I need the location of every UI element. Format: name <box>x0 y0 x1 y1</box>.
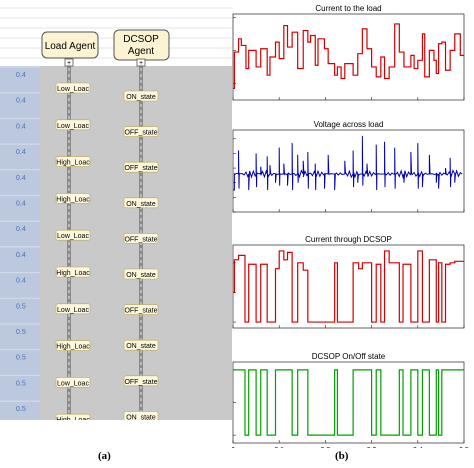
chart-3: Current through DCSOPCurrent (A)0100200 <box>218 235 465 329</box>
load-message-label: Low_Loac <box>57 380 89 387</box>
plot-area <box>232 129 465 213</box>
x-tick-label: 0.4 <box>413 447 423 448</box>
dcsop-message-label: OFF_state <box>124 379 157 386</box>
dcsop-agent-plus-glyph: + <box>139 60 143 67</box>
time-label: 0.4 <box>16 252 26 259</box>
load-agent-plus-glyph: + <box>67 60 71 67</box>
series-line <box>233 250 464 323</box>
plot-area <box>232 361 465 444</box>
load-message-box[interactable] <box>55 156 91 167</box>
sequence-diagram: Load Agent DCSOP Agent + + 0.40.40.40.40… <box>0 0 232 448</box>
chart-title: Current to the load <box>315 4 381 13</box>
chart-title: Current through DCSOP <box>305 235 392 244</box>
time-label: 0.4 <box>16 98 26 105</box>
time-label: 0.5 <box>16 303 26 310</box>
time-label: 0.4 <box>16 278 26 285</box>
dcsop-message-label: ON_state <box>126 272 156 279</box>
plot-area <box>232 244 465 329</box>
dcsop-messages: ON_state OFF_state OFF_state ON_state OFF_st… <box>123 90 159 422</box>
series-line <box>233 135 463 191</box>
load-messages: Low_Loac Low_Loac High_Loac High_Loac Low_Lo… <box>55 82 91 425</box>
load-message-box[interactable] <box>55 82 91 94</box>
time-label: 0.5 <box>16 406 26 413</box>
load-message-box[interactable] <box>55 119 91 131</box>
dcsop-message-box[interactable] <box>123 197 159 209</box>
dcsop-message-box[interactable] <box>123 375 159 387</box>
dcsop-agent-label-2: Agent <box>128 46 154 57</box>
load-message-label: Low_Loac <box>57 307 89 314</box>
time-labels: 0.4 0.4 0.4 0.4 0.4 0.4 0.4 0.4 0.4 0.5 0.5 0.5 0.5 0… <box>16 72 26 413</box>
chart-title: DCSOP On/Off state <box>312 352 386 361</box>
series-line <box>233 369 464 436</box>
load-message-label: High_Loac <box>56 270 90 277</box>
load-message-box[interactable] <box>55 193 91 204</box>
load-message-box[interactable] <box>55 377 91 388</box>
dcsop-agent-label: DCSOP <box>123 34 159 45</box>
dcsop-message-label: ON_state <box>126 343 156 350</box>
dcsop-message-box[interactable] <box>123 268 159 280</box>
load-message-box[interactable] <box>55 229 91 241</box>
chart-4: DCSOP On/Off state0 = OFF / 1 = ON00.510… <box>218 352 469 454</box>
load-message-box[interactable] <box>55 266 91 278</box>
dcsop-message-label: OFF_state <box>124 308 157 315</box>
load-agent-label: Load Agent <box>45 41 96 52</box>
time-label: 0.5 <box>16 329 26 336</box>
time-label: 0.4 <box>16 226 26 233</box>
x-tick-label: 0.1 <box>274 447 284 448</box>
load-message-box[interactable] <box>55 303 91 315</box>
time-label: 0.4 <box>16 123 26 130</box>
load-agent-box[interactable] <box>41 31 99 59</box>
dcsop-message-box[interactable] <box>123 161 159 173</box>
x-tick-label: 0 <box>232 447 235 448</box>
time-column <box>0 66 40 420</box>
time-label: 0.4 <box>16 175 26 182</box>
load-message-label: High_Loac <box>56 344 90 351</box>
panel-label-a: (a) <box>98 450 111 462</box>
dcsop-message-box[interactable] <box>123 233 159 244</box>
dcsop-message-label: OFF_state <box>124 165 157 172</box>
dcsop-message-box[interactable] <box>123 126 159 137</box>
dcsop-message-label: ON_state <box>126 201 156 208</box>
dcsop-message-label: OFF_state <box>124 130 157 137</box>
dcsop-message-box[interactable] <box>123 304 159 315</box>
time-label: 0.5 <box>16 355 26 362</box>
load-message-label: High_Loac <box>56 196 90 203</box>
load-message-box[interactable] <box>55 340 91 351</box>
panel-label-b: (b) <box>335 450 349 462</box>
load-message-label: Low_Loac <box>57 123 89 130</box>
dcsop-message-label: ON_state <box>126 94 156 101</box>
x-tick-label: 0.2 <box>321 447 331 448</box>
dcsop-message-label: OFF_state <box>124 236 157 243</box>
time-row-lines <box>0 66 40 402</box>
series-line <box>233 23 464 90</box>
diagram-footer <box>0 420 232 448</box>
dcsop-message-label: ON_state <box>126 414 156 421</box>
sequence-diagram-panel: Load Agent DCSOP Agent + + 0.4 0.4 0.4 0.4 0… <box>0 0 232 448</box>
time-label: 0.4 <box>16 201 26 208</box>
dcsop-message-box[interactable] <box>123 339 159 351</box>
load-message-label: High_Loac <box>56 160 90 167</box>
x-tick-label: 0.5 <box>459 447 469 448</box>
load-message-label: Low_Loac <box>57 86 89 93</box>
chart-title: Voltage across load <box>314 120 384 129</box>
dcsop-message-box[interactable] <box>123 90 159 102</box>
time-label: 0.5 <box>16 380 26 387</box>
x-tick-label: 0.3 <box>367 447 377 448</box>
load-message-label: Low_Loac <box>57 233 89 240</box>
dcsop-agent-expand-icon[interactable] <box>136 58 146 67</box>
time-label: 0.4 <box>16 149 26 156</box>
time-label: 0.4 <box>16 72 26 79</box>
load-agent-expand-icon[interactable] <box>64 58 74 67</box>
